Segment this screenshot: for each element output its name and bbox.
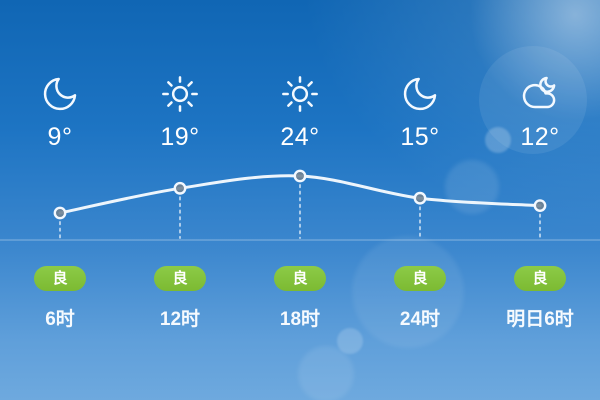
forecast-column: 19° 良 12时 (120, 0, 240, 400)
sun-icon (162, 76, 198, 112)
temperature-label: 24° (280, 123, 320, 151)
time-label: 6时 (45, 309, 75, 330)
moon-icon (403, 77, 437, 111)
cloud-moon-icon (520, 74, 560, 114)
temperature-label: 19° (160, 123, 200, 151)
aqi-badge[interactable]: 良 (274, 266, 326, 291)
temperature-label: 9° (47, 123, 73, 151)
aqi-badge[interactable]: 良 (514, 266, 566, 291)
time-label: 12时 (159, 309, 201, 330)
aqi-badge[interactable]: 良 (34, 266, 86, 291)
time-label: 24时 (399, 309, 441, 330)
temperature-label: 12° (520, 123, 560, 151)
forecast-column: 12° 良 明日6时 (480, 0, 600, 400)
forecast-column: 24° 良 18时 (240, 0, 360, 400)
aqi-badge[interactable]: 良 (154, 266, 206, 291)
temperature-label: 15° (400, 123, 440, 151)
time-label: 18时 (279, 309, 321, 330)
forecast-column: 15° 良 24时 (360, 0, 480, 400)
time-label: 明日6时 (506, 309, 574, 330)
moon-icon (43, 77, 77, 111)
sun-icon (282, 76, 318, 112)
forecast-column: 9° 良 6时 (0, 0, 120, 400)
aqi-badge[interactable]: 良 (394, 266, 446, 291)
